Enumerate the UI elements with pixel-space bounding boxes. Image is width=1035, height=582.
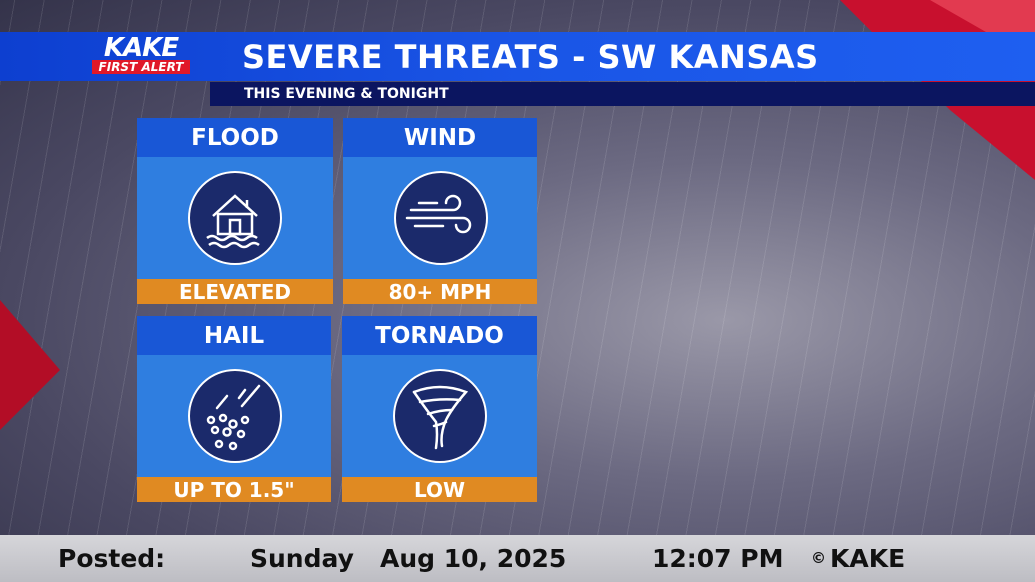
wind-icon bbox=[394, 171, 488, 265]
copyright-owner: KAKE bbox=[830, 544, 906, 573]
threat-card: HAIL UP TO 1.5" bbox=[137, 316, 331, 502]
card-title: TORNADO bbox=[342, 316, 537, 355]
threat-card: TORNADO LOW bbox=[342, 316, 537, 502]
card-title: FLOOD bbox=[137, 118, 333, 157]
title: SEVERE THREATS - SW KANSAS bbox=[242, 38, 819, 76]
card-title: HAIL bbox=[137, 316, 331, 355]
posted-label: Posted: bbox=[58, 544, 166, 573]
card-level: LOW bbox=[342, 477, 537, 502]
card-level: 80+ MPH bbox=[343, 279, 537, 304]
posted-day: Sunday bbox=[250, 544, 354, 573]
red-stripe bbox=[0, 300, 60, 430]
tornado-icon bbox=[393, 369, 487, 463]
logo: KAKE bbox=[103, 33, 179, 63]
copyright-symbol: © bbox=[811, 549, 826, 567]
subtitle: THIS EVENING & TONIGHT bbox=[244, 86, 449, 102]
posted-date: Aug 10, 2025 bbox=[380, 544, 567, 573]
footer-bar bbox=[0, 535, 1035, 582]
hail-icon bbox=[188, 369, 282, 463]
logo-tag: FIRST ALERT bbox=[92, 60, 190, 74]
card-title: WIND bbox=[343, 118, 537, 157]
subtitle-bar bbox=[210, 82, 1035, 106]
card-level: UP TO 1.5" bbox=[137, 477, 331, 502]
card-level: ELEVATED bbox=[137, 279, 333, 304]
posted-time: 12:07 PM bbox=[652, 544, 784, 573]
threat-card: FLOOD ELEVATED bbox=[137, 118, 333, 304]
threat-card: WIND 80+ MPH bbox=[343, 118, 537, 304]
flood-icon bbox=[188, 171, 282, 265]
